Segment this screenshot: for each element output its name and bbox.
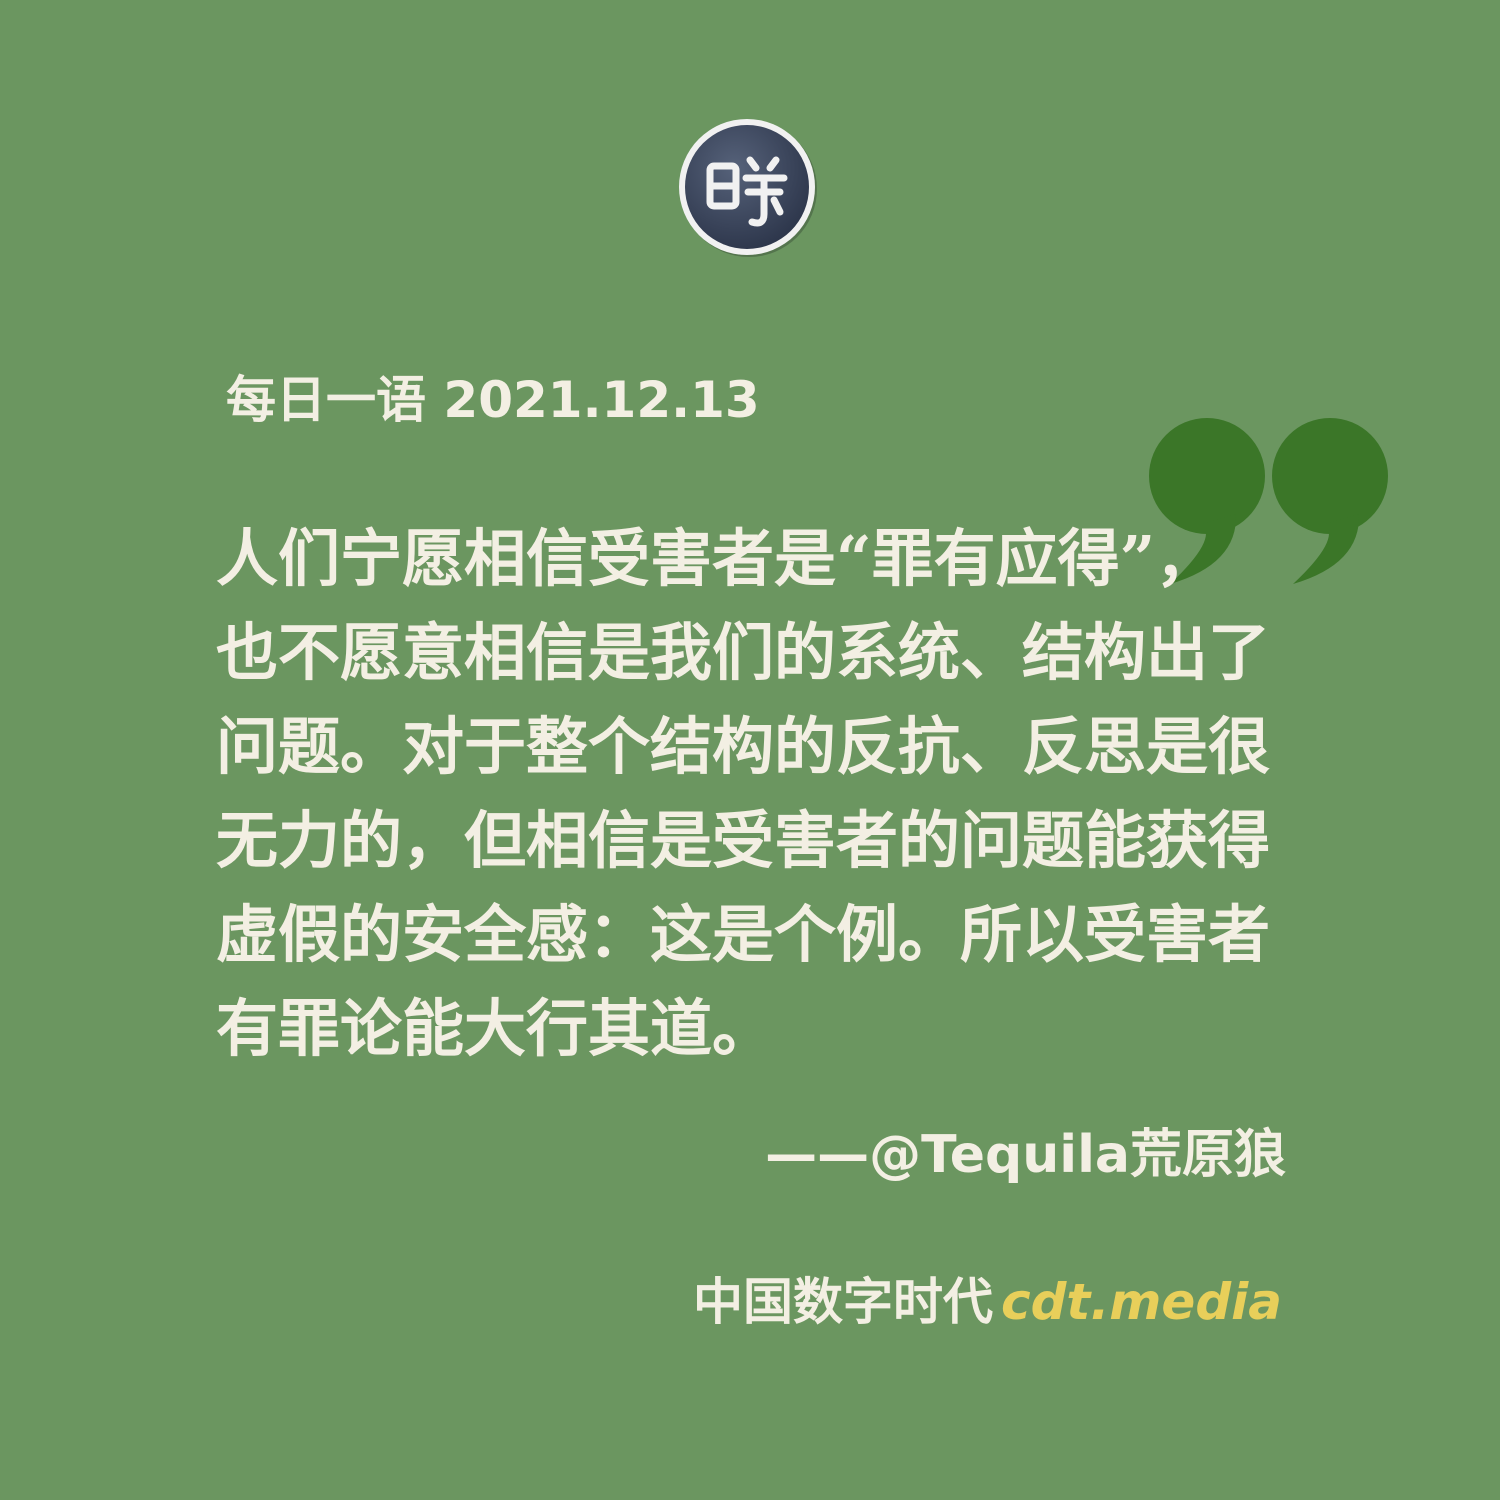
quote-attribution: ——@Tequila荒原狼: [765, 1125, 1286, 1185]
quote-line: 有罪论能大行其道。: [216, 992, 775, 1065]
quote-line: 人们宁愿相信受害者是“罪有应得”，: [216, 522, 1218, 595]
closing-quote-mark-icon: [1140, 414, 1400, 594]
daily-quote-title: 每日一语 2021.12.13: [226, 371, 760, 429]
quote-line: 问题。对于整个结构的反抗、反思是很: [216, 710, 1271, 783]
quote-line: 无力的，但相信是受害者的问题能获得: [216, 804, 1271, 877]
footer-brand: 中国数字时代 cdt.media: [693, 1262, 1282, 1334]
brand-name: 中国数字时代: [692, 1273, 993, 1331]
quote-line: 虚假的安全感：这是个例。所以受害者: [216, 898, 1271, 971]
cdt-logo: [676, 116, 818, 258]
quote-line: 也不愿意相信是我们的系统、结构出了: [216, 616, 1271, 689]
cdt-seal-icon: [679, 119, 817, 257]
quote-text: 人们宁愿相信受害者是“罪有应得”， 也不愿意相信是我们的系统、结构出了 问题。对…: [216, 512, 1296, 1076]
brand-url: cdt.media: [1000, 1273, 1282, 1331]
